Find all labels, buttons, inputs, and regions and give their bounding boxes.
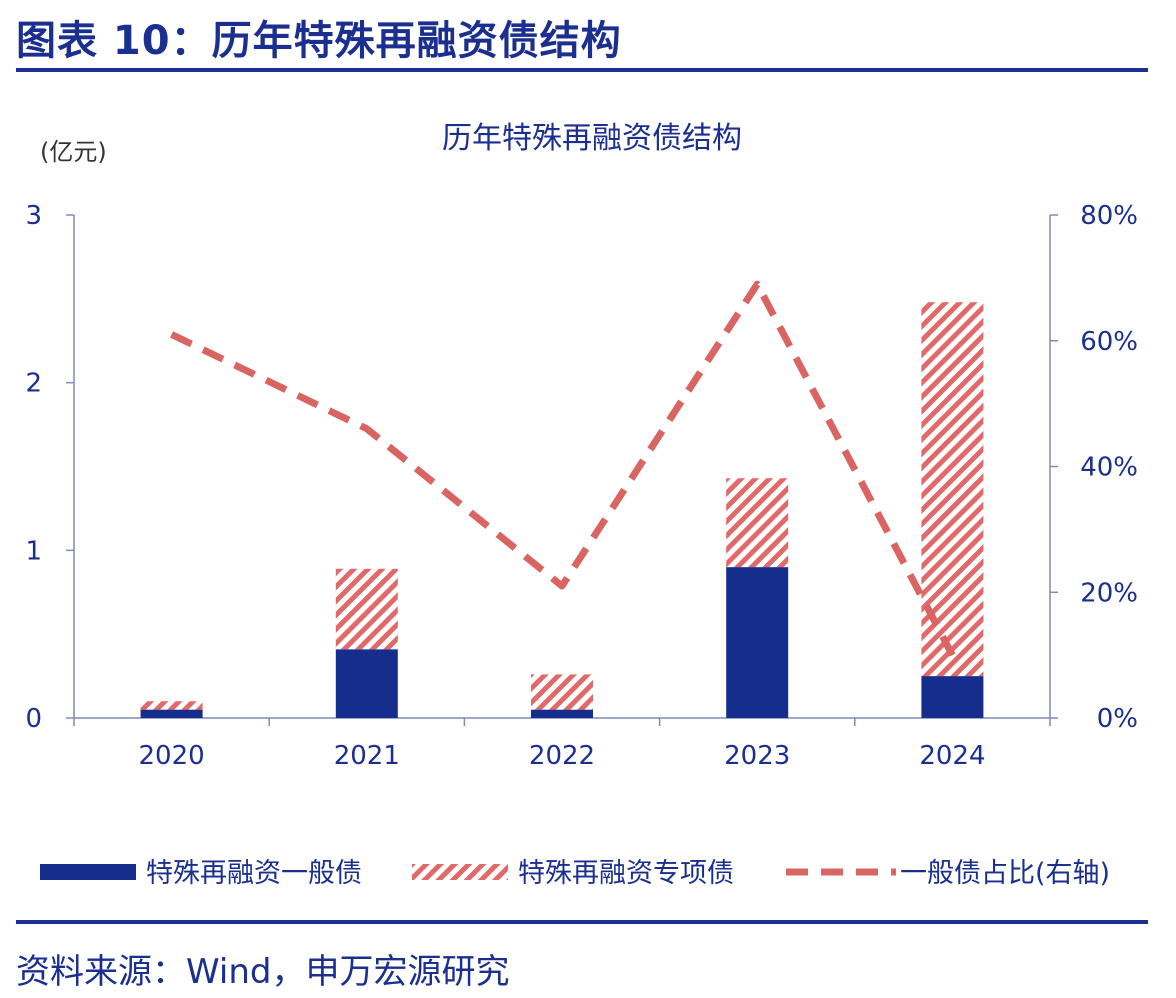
- bar-general-2020: [140, 709, 203, 718]
- legend-swatch-special: [412, 864, 508, 880]
- left-axis-tick-label: 2: [25, 369, 42, 399]
- bottom-divider: [16, 920, 1148, 924]
- legend: 特殊再融资一般债 特殊再融资专项债 一般债占比(右轴): [40, 858, 1110, 889]
- bar-general-2022: [531, 709, 593, 718]
- bar-general-2024: [921, 676, 984, 718]
- legend-label-general: 特殊再融资一般债: [146, 858, 362, 889]
- chart-title: 历年特殊再融资债结构: [442, 121, 742, 156]
- ratio-line: [170, 280, 956, 657]
- bar-special-2022: [531, 674, 593, 710]
- x-axis-tick-label: 2023: [724, 741, 790, 771]
- legend-label-special: 特殊再融资专项债: [518, 858, 734, 889]
- legend-swatch-general: [40, 864, 136, 880]
- x-axis-tick-label: 2022: [529, 741, 595, 771]
- right-axis-tick-label: 80%: [1080, 201, 1138, 231]
- left-axis-tick-label: 0: [25, 704, 42, 734]
- x-axis-tick-label: 2021: [334, 741, 400, 771]
- source-note: 资料来源：Wind，申万宏源研究: [16, 952, 510, 992]
- figure-title: 图表 10：历年特殊再融资债结构: [16, 18, 622, 64]
- right-axis-tick-label: 60%: [1080, 327, 1138, 357]
- y-axis-unit: (亿元): [40, 138, 107, 166]
- legend-label-ratio: 一般债占比(右轴): [900, 858, 1110, 889]
- top-divider: [16, 68, 1148, 72]
- right-axis-tick-label: 40%: [1080, 453, 1138, 483]
- bar-special-2020: [140, 701, 203, 710]
- right-axis-tick-label: 0%: [1097, 704, 1138, 734]
- x-axis-tick-label: 2024: [919, 741, 985, 771]
- bar-special-2021: [335, 568, 398, 650]
- x-axis-tick-label: 2020: [139, 741, 205, 771]
- left-axis-tick-label: 3: [25, 201, 42, 231]
- bar-special-2023: [726, 478, 789, 568]
- right-axis-tick-label: 20%: [1080, 578, 1138, 608]
- bar-general-2021: [335, 649, 398, 718]
- bar-general-2023: [726, 567, 789, 718]
- left-axis-tick-label: 1: [25, 536, 42, 566]
